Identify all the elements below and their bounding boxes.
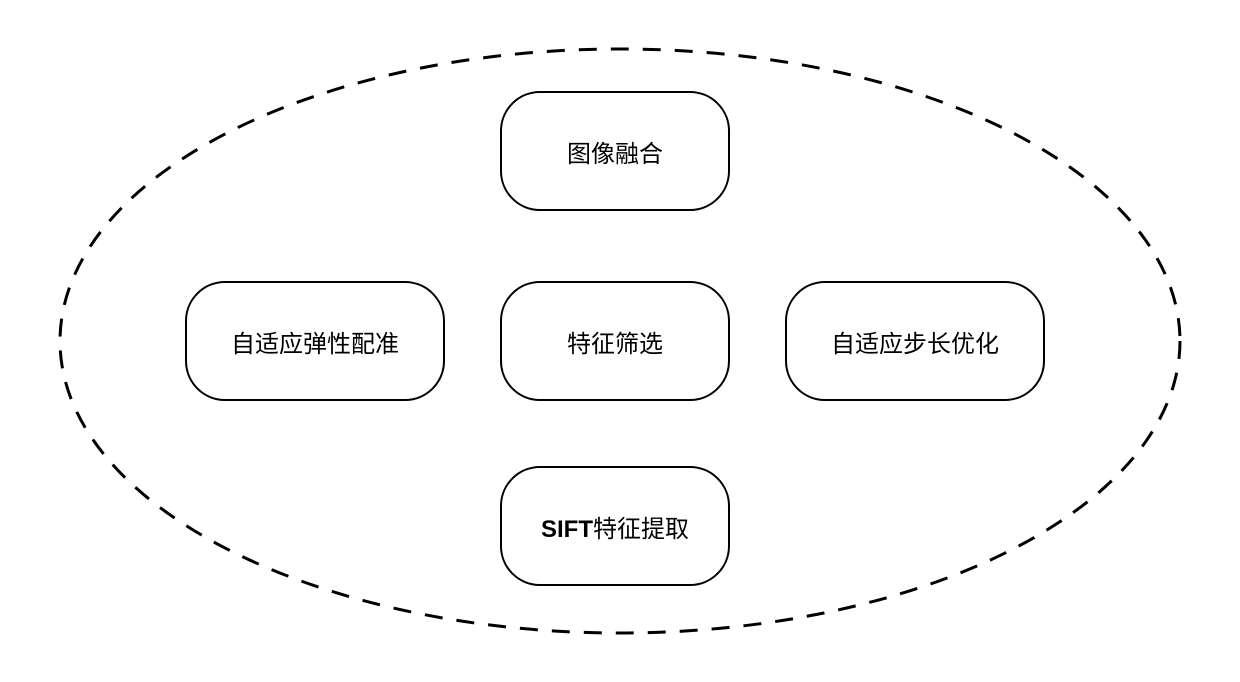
node-label: SIFT特征提取 — [541, 509, 689, 544]
node-feature-screening: 特征筛选 — [500, 281, 730, 401]
diagram-container: 图像融合 自适应弹性配准 特征筛选 自适应步长优化 SIFT特征提取 — [50, 41, 1190, 641]
node-image-fusion: 图像融合 — [500, 91, 730, 211]
node-adaptive-elastic-registration: 自适应弹性配准 — [185, 281, 445, 401]
node-label: 自适应弹性配准 — [231, 324, 399, 359]
node-label: 自适应步长优化 — [831, 324, 999, 359]
node-label: 图像融合 — [567, 134, 663, 169]
node-adaptive-step-optimization: 自适应步长优化 — [785, 281, 1045, 401]
node-sift-feature-extraction: SIFT特征提取 — [500, 466, 730, 586]
node-label: 特征筛选 — [567, 324, 663, 359]
